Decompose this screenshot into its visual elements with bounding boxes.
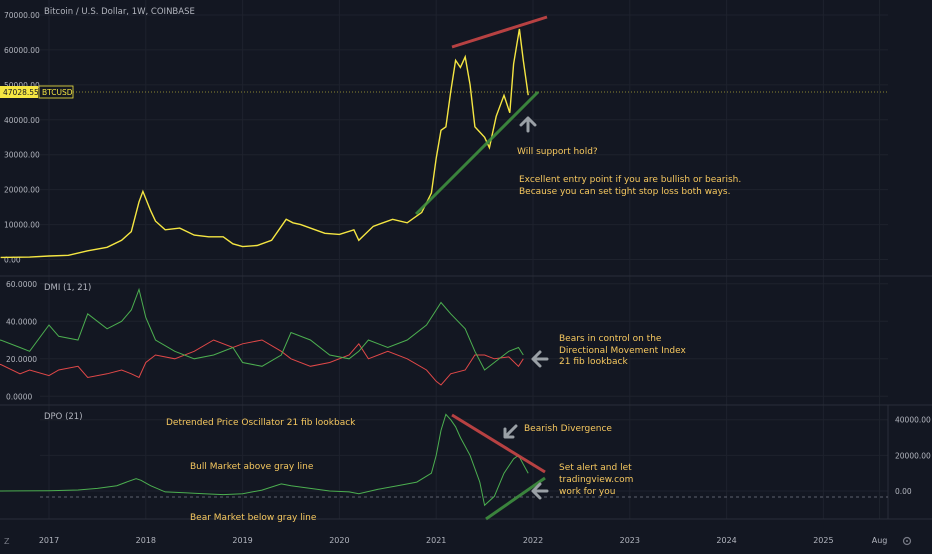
- z-label[interactable]: Z: [4, 537, 10, 546]
- time-axis[interactable]: 2017 2018 2019 2020 2021 2022 2023 2024 2025 Aug: [39, 536, 888, 545]
- x-tick-label: 2023: [620, 536, 640, 545]
- annotation-bearish-divergence: Bearish Divergence: [524, 424, 612, 434]
- dpo-title: DPO (21): [44, 412, 83, 422]
- annotation-entry-2: Because you can set tight stop loss both…: [519, 187, 730, 197]
- annotation-bears-3: 21 fib lookback: [559, 357, 628, 367]
- grid-lines: [40, 0, 888, 519]
- dmi-tick-label: 0.0000: [6, 392, 32, 401]
- price-axis[interactable]: 70000.00 60000.00 50000.00 40000.00 30000.00…: [4, 11, 40, 265]
- price-series-line[interactable]: [0, 28, 529, 259]
- price-badge: [0, 86, 38, 98]
- dpo-support-trendline[interactable]: [485, 476, 546, 521]
- dmi-tick-label: 20.0000: [6, 355, 37, 364]
- annotation-bears-1: Bears in control on the: [559, 334, 662, 344]
- dmi-title: DMI (1, 21): [44, 283, 91, 293]
- dpo-resistance-trendline[interactable]: [451, 413, 546, 474]
- x-tick-label: 2018: [136, 536, 156, 545]
- price-tick-label: 10000.00: [4, 221, 40, 230]
- dpo-tick-label: 0.00: [895, 487, 912, 496]
- price-tick-label: 70000.00: [4, 11, 40, 20]
- arrow-up-icon[interactable]: [519, 116, 537, 133]
- dpo-series-line[interactable]: [0, 413, 529, 507]
- x-tick-label: 2022: [523, 536, 543, 545]
- price-tick-label: 50000.00: [4, 81, 40, 90]
- annotation-alert-3: work for you: [559, 487, 615, 497]
- dpo-tick-label: 40000.00: [895, 416, 931, 425]
- settings-icon[interactable]: [902, 536, 912, 546]
- price-tick-label: 0.00: [4, 256, 21, 265]
- annotation-dpo-note: Detrended Price Oscillator 21 fib lookba…: [166, 418, 356, 428]
- price-tick-label: 60000.00: [4, 46, 40, 55]
- annotation-bear-market: Bear Market below gray line: [190, 513, 317, 523]
- x-tick-label: Aug: [872, 536, 888, 545]
- price-tick-label: 20000.00: [4, 186, 40, 195]
- arrow-down-left-icon[interactable]: [503, 424, 518, 439]
- dpo-tick-label: 20000.00: [895, 451, 931, 460]
- dpo-axis[interactable]: 40000.00 20000.00 0.00: [895, 416, 931, 496]
- x-tick-label: 2019: [232, 536, 252, 545]
- x-tick-label: 2025: [813, 536, 833, 545]
- price-tick-label: 40000.00: [4, 116, 40, 125]
- x-tick-label: 2020: [329, 536, 349, 545]
- annotation-alert-1: Set alert and let: [559, 463, 632, 473]
- price-tick-label: 30000.00: [4, 151, 40, 160]
- dmi-axis[interactable]: 60.0000 40.0000 20.0000 0.0000: [6, 280, 37, 402]
- dmi-tick-label: 40.0000: [6, 317, 37, 326]
- x-tick-label: 2024: [716, 536, 736, 545]
- x-tick-label: 2021: [426, 536, 446, 545]
- dmi-tick-label: 60.0000: [6, 280, 37, 289]
- arrow-left-icon-2[interactable]: [531, 482, 549, 500]
- annotation-alert-2: tradingview.com: [559, 475, 633, 485]
- x-tick-label: 2017: [39, 536, 59, 545]
- dmi-plus-line[interactable]: [0, 287, 524, 371]
- ticker-badge: [38, 85, 74, 99]
- symbol-title: Bitcoin / U.S. Dollar, 1W, COINBASE: [44, 7, 195, 17]
- annotation-bull-market: Bull Market above gray line: [190, 462, 314, 472]
- price-badge-value: 47028.55: [3, 88, 39, 97]
- annotation-will-support: Will support hold?: [517, 147, 598, 157]
- support-trendline[interactable]: [414, 90, 540, 216]
- annotation-bears-2: Directional Movement Index: [559, 346, 687, 356]
- resistance-trendline[interactable]: [451, 15, 548, 49]
- dmi-minus-line[interactable]: [0, 339, 524, 386]
- arrow-left-icon[interactable]: [531, 350, 549, 368]
- ticker-badge-text: BTCUSD: [42, 88, 73, 97]
- annotation-entry-1: Excellent entry point if you are bullish…: [519, 175, 741, 185]
